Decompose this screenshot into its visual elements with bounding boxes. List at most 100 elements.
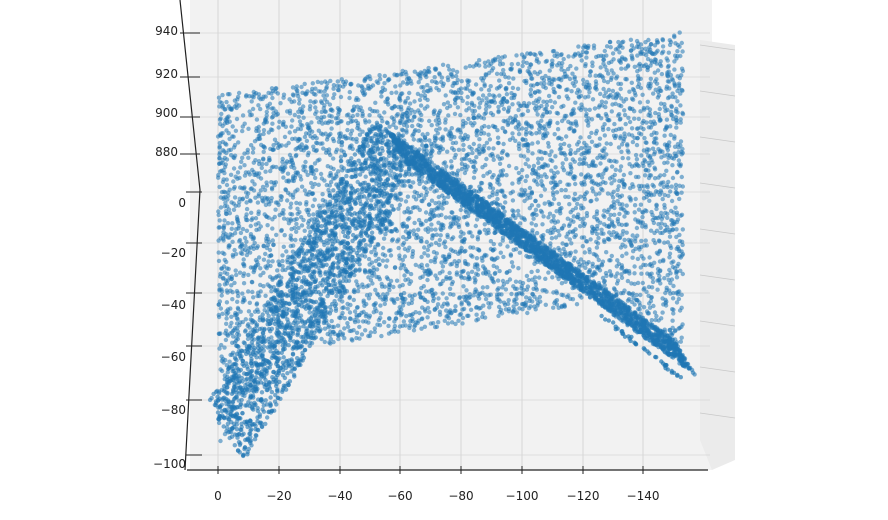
data-point [273,207,278,212]
data-point [404,124,410,129]
data-point [313,86,318,91]
data-point [493,57,498,63]
data-point [678,117,683,122]
data-point [435,302,441,307]
data-point [535,140,541,145]
data-point [474,256,480,261]
data-point [453,308,458,313]
data-point [261,144,266,149]
data-point [338,154,344,160]
data-point [225,221,231,226]
data-point [667,153,673,158]
data-point [441,102,447,107]
data-point [483,64,488,69]
data-point [542,124,547,129]
data-point [342,134,348,139]
data-point [563,253,569,259]
data-point [425,97,430,103]
data-point [662,228,668,233]
data-point [461,142,466,148]
data-point [557,61,562,66]
data-point [223,337,229,343]
data-point [675,217,681,222]
data-point [567,76,573,82]
data-point [573,181,578,187]
data-point [443,215,449,220]
data-point [467,78,472,84]
data-point [388,221,394,227]
data-point [249,143,254,148]
data-point [535,268,540,274]
data-point [432,134,438,139]
data-point [530,291,535,297]
data-point [259,165,264,171]
data-point [442,239,448,244]
data-point [625,298,631,303]
data-point [295,138,301,144]
side-grid-line [699,228,736,235]
data-point [609,68,614,73]
data-point [526,306,532,311]
data-point [299,84,304,90]
data-point [654,206,659,212]
data-point [421,89,427,94]
data-point [664,168,669,173]
data-point [456,147,462,152]
data-point [319,115,324,120]
data-point [626,132,632,137]
data-point [309,120,314,125]
data-point [556,94,562,100]
data-point [650,160,655,165]
data-point [231,179,236,184]
data-point [642,286,647,291]
data-point [590,178,595,184]
data-point [643,140,648,145]
data-point [464,153,470,158]
data-point [429,79,435,84]
data-point [301,217,306,223]
data-point [657,62,663,67]
data-point [448,136,453,142]
data-point [668,280,673,286]
data-point [226,148,231,153]
data-point [606,158,612,163]
data-point [437,242,442,248]
data-point [466,116,471,122]
data-point [644,191,649,197]
data-point [632,210,637,215]
data-point [567,237,572,242]
data-point [235,305,241,311]
data-point [376,80,381,86]
data-point [640,214,645,220]
data-point [677,30,682,35]
data-point [301,115,306,120]
data-point [236,224,242,229]
data-point [535,81,540,87]
data-point [542,201,547,206]
data-point [678,339,683,344]
data-point [578,216,583,222]
data-point [425,315,430,320]
data-point [272,137,278,142]
data-point [475,247,480,252]
data-point [657,117,663,122]
data-point [400,114,405,120]
data-point [229,153,234,158]
data-point [665,73,670,78]
data-point [555,54,560,59]
data-point [339,140,344,145]
data-point [670,318,675,323]
data-point [251,295,256,300]
data-point [645,49,650,54]
data-point [660,38,666,43]
data-point [430,287,435,292]
data-point [460,315,466,321]
data-point [544,289,549,294]
data-point [430,233,435,238]
data-point [216,420,222,426]
data-point [256,92,262,97]
data-point [568,210,573,215]
data-point [266,215,271,220]
data-point [369,250,374,255]
data-point [569,112,574,117]
